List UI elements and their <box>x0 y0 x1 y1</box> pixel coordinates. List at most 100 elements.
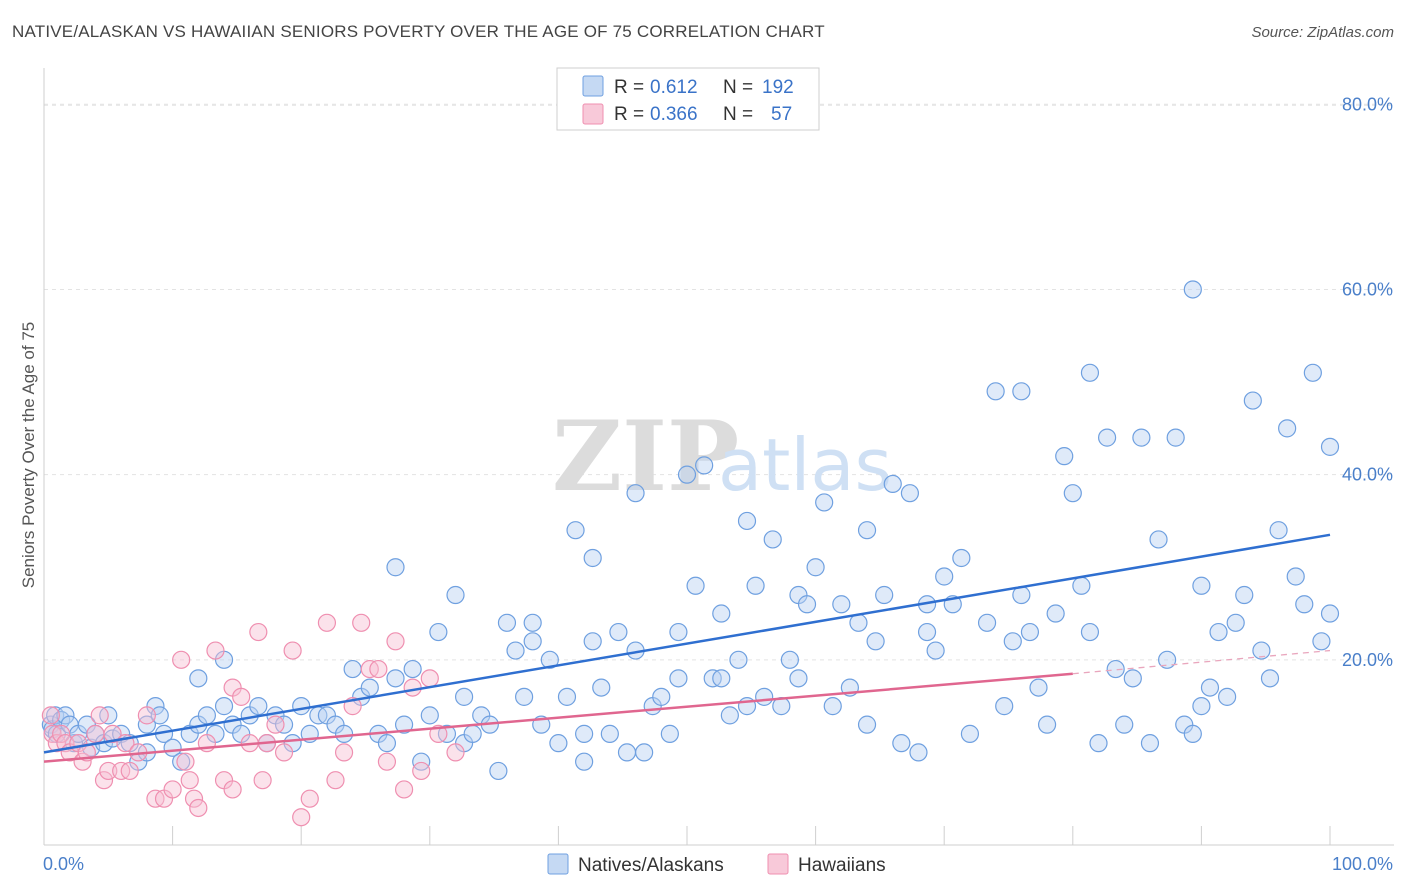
hawaiians-point-46 <box>352 613 371 632</box>
hawaiians-point-3 <box>52 724 71 743</box>
trend-line-natives <box>43 533 1331 754</box>
natives-point-142 <box>1063 484 1082 503</box>
hawaiians-point-21 <box>163 780 182 799</box>
legend-n-label-1: N = <box>723 77 753 98</box>
hawaiians-point-11 <box>94 771 114 790</box>
natives-point-82 <box>609 622 628 642</box>
natives-point-59 <box>446 585 465 605</box>
natives-point-19 <box>137 715 156 734</box>
natives-point-164 <box>1226 613 1245 632</box>
natives-point-51 <box>386 669 405 688</box>
natives-point-147 <box>1097 428 1117 447</box>
natives-point-69 <box>523 632 542 651</box>
natives-point-93 <box>686 576 705 595</box>
natives-point-111 <box>815 493 834 512</box>
hawaiians-point-28 <box>206 641 225 660</box>
natives-point-62 <box>463 724 482 743</box>
natives-point-153 <box>1149 530 1168 549</box>
natives-point-119 <box>875 585 894 605</box>
natives-point-125 <box>917 622 937 642</box>
natives-point-83 <box>617 743 637 762</box>
natives-point-150 <box>1123 669 1142 688</box>
natives-point-172 <box>1295 595 1314 614</box>
natives-point-146 <box>1089 734 1108 753</box>
y-tick-label-3: 80.0% <box>1342 94 1393 114</box>
natives-point-157 <box>1183 280 1202 299</box>
natives-point-106 <box>780 650 799 669</box>
x-tick-labels: 0.0% 100.0% <box>43 854 1393 874</box>
natives-point-112 <box>823 697 842 716</box>
hawaiians-point-40 <box>292 808 311 827</box>
natives-point-127 <box>935 567 954 586</box>
x-tick-label-0: 0.0% <box>43 854 84 874</box>
natives-point-143 <box>1072 576 1091 595</box>
legend-n-label-2: N = <box>723 104 753 125</box>
natives-point-118 <box>866 632 885 651</box>
natives-point-78 <box>583 632 602 651</box>
natives-point-109 <box>797 595 817 614</box>
hawaiians-point-22 <box>172 650 191 669</box>
natives-point-148 <box>1106 659 1125 679</box>
natives-point-173 <box>1303 363 1322 382</box>
natives-point-134 <box>1003 632 1022 651</box>
natives-point-65 <box>489 761 508 781</box>
natives-point-75 <box>566 521 585 540</box>
natives-point-138 <box>1029 678 1048 697</box>
natives-point-48 <box>360 678 379 697</box>
hawaiians-point-53 <box>412 761 431 781</box>
hawaiians-point-34 <box>249 622 268 642</box>
natives-point-74 <box>557 687 577 706</box>
natives-point-96 <box>712 604 731 623</box>
natives-point-135 <box>1012 382 1031 401</box>
natives-point-169 <box>1269 521 1288 540</box>
natives-point-144 <box>1080 363 1100 382</box>
hawaiians-point-32 <box>232 687 251 706</box>
y-tick-labels: 20.0% 40.0% 60.0% 80.0% <box>1342 94 1393 670</box>
watermark-zip: ZIP <box>552 400 739 513</box>
bottom-legend-swatch-natives <box>547 853 569 875</box>
natives-point-154 <box>1158 650 1177 669</box>
natives-point-5 <box>56 706 75 725</box>
axes <box>43 68 1394 846</box>
natives-point-131 <box>977 613 997 632</box>
natives-point-121 <box>892 734 911 753</box>
hawaiians-point-42 <box>317 613 337 632</box>
natives-point-174 <box>1312 632 1331 651</box>
natives-point-80 <box>592 678 611 697</box>
natives-point-158 <box>1183 724 1202 743</box>
natives-point-110 <box>806 558 825 577</box>
natives-point-168 <box>1260 669 1280 688</box>
natives-point-57 <box>429 622 448 642</box>
natives-point-123 <box>909 743 928 762</box>
natives-point-176 <box>1320 604 1340 623</box>
natives-point-40 <box>292 697 311 716</box>
legend-r-label-1: R = <box>614 77 644 98</box>
natives-point-171 <box>1286 567 1305 586</box>
natives-point-120 <box>883 474 902 494</box>
hawaiians-point-13 <box>103 724 122 743</box>
natives-point-155 <box>1166 428 1185 447</box>
natives-point-97 <box>712 669 731 688</box>
natives-point-113 <box>832 595 851 614</box>
natives-point-126 <box>926 641 945 660</box>
natives-point-165 <box>1235 585 1254 605</box>
natives-point-98 <box>720 706 739 725</box>
hawaiians-point-35 <box>253 771 272 790</box>
natives-point-166 <box>1243 391 1262 410</box>
natives-point-92 <box>677 465 697 484</box>
hawaiians-point-48 <box>369 659 388 679</box>
hawaiians-point-49 <box>377 752 397 771</box>
hawaiians-point-41 <box>300 789 319 808</box>
series-natives-points <box>41 280 1340 781</box>
natives-point-45 <box>334 724 354 743</box>
hawaiians-point-12 <box>99 761 118 781</box>
natives-point-132 <box>986 382 1005 401</box>
natives-point-116 <box>857 715 877 734</box>
natives-point-27 <box>189 669 208 688</box>
natives-point-117 <box>857 521 877 540</box>
natives-point-52 <box>386 558 405 577</box>
hawaiians-point-37 <box>266 715 285 734</box>
natives-point-88 <box>652 687 671 706</box>
natives-point-30 <box>214 697 234 716</box>
